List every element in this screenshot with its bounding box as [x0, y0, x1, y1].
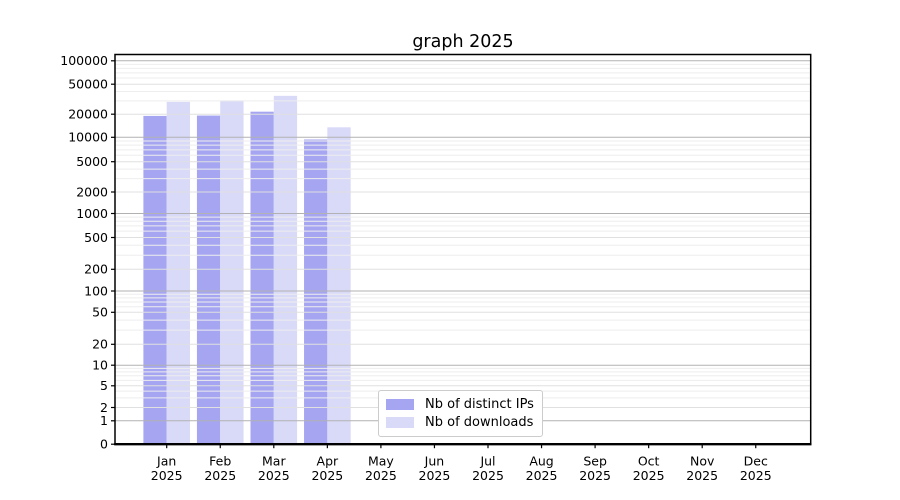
legend-item-distinct-ips: Nb of distinct IPs: [386, 397, 534, 412]
bar-downloads: [273, 95, 298, 445]
y-tick-label: 0: [100, 437, 108, 452]
x-tick-label: Sep 2025: [579, 454, 611, 484]
y-tick-label: 100000: [60, 53, 108, 68]
x-tick-label: Aug 2025: [526, 454, 558, 484]
y-tick-label: 50: [92, 305, 108, 320]
y-tick-label: 2: [100, 400, 108, 415]
bar-distinct-ips: [143, 115, 167, 445]
legend-label-downloads: Nb of downloads: [425, 415, 534, 430]
bar-downloads: [327, 127, 351, 445]
legend-swatch-downloads: [386, 417, 414, 428]
x-tick-label: Jun 2025: [419, 454, 451, 484]
y-tick-label: 20: [92, 337, 108, 352]
bar-distinct-ips: [250, 111, 274, 445]
y-tick-label: 500: [84, 230, 108, 245]
x-tick-label: Jan 2025: [151, 454, 183, 484]
legend-label-distinct-ips: Nb of distinct IPs: [425, 397, 534, 412]
legend-item-downloads: Nb of downloads: [386, 415, 534, 430]
bar-downloads: [220, 100, 244, 445]
bar-distinct-ips: [196, 115, 221, 445]
x-tick-label: Dec 2025: [740, 454, 772, 484]
y-tick-label: 1: [100, 413, 108, 428]
x-tick-label: Mar 2025: [258, 454, 290, 484]
y-tick-label: 5: [100, 378, 108, 393]
x-tick-label: Jul 2025: [472, 454, 504, 484]
y-tick-label: 5000: [76, 154, 108, 169]
x-tick-label: May 2025: [365, 454, 397, 484]
y-tick-label: 2000: [76, 184, 108, 199]
x-tick-label: Feb 2025: [204, 454, 236, 484]
y-tick-label: 1000: [76, 206, 108, 221]
y-tick-label: 200: [84, 262, 108, 277]
x-tick-label: Nov 2025: [686, 454, 718, 484]
legend-swatch-distinct-ips: [386, 399, 414, 410]
bar-distinct-ips: [304, 139, 328, 445]
y-tick-label: 10000: [68, 130, 108, 145]
y-tick-label: 10: [92, 358, 108, 373]
x-tick-label: Oct 2025: [633, 454, 665, 484]
y-tick-label: 100: [84, 283, 108, 298]
legend: Nb of distinct IPs Nb of downloads: [378, 390, 543, 437]
chart-title: graph 2025: [412, 32, 514, 52]
x-tick-label: Apr 2025: [311, 454, 343, 484]
bar-downloads: [166, 101, 190, 445]
y-tick-label: 50000: [68, 77, 108, 92]
y-tick-label: 20000: [68, 107, 108, 122]
